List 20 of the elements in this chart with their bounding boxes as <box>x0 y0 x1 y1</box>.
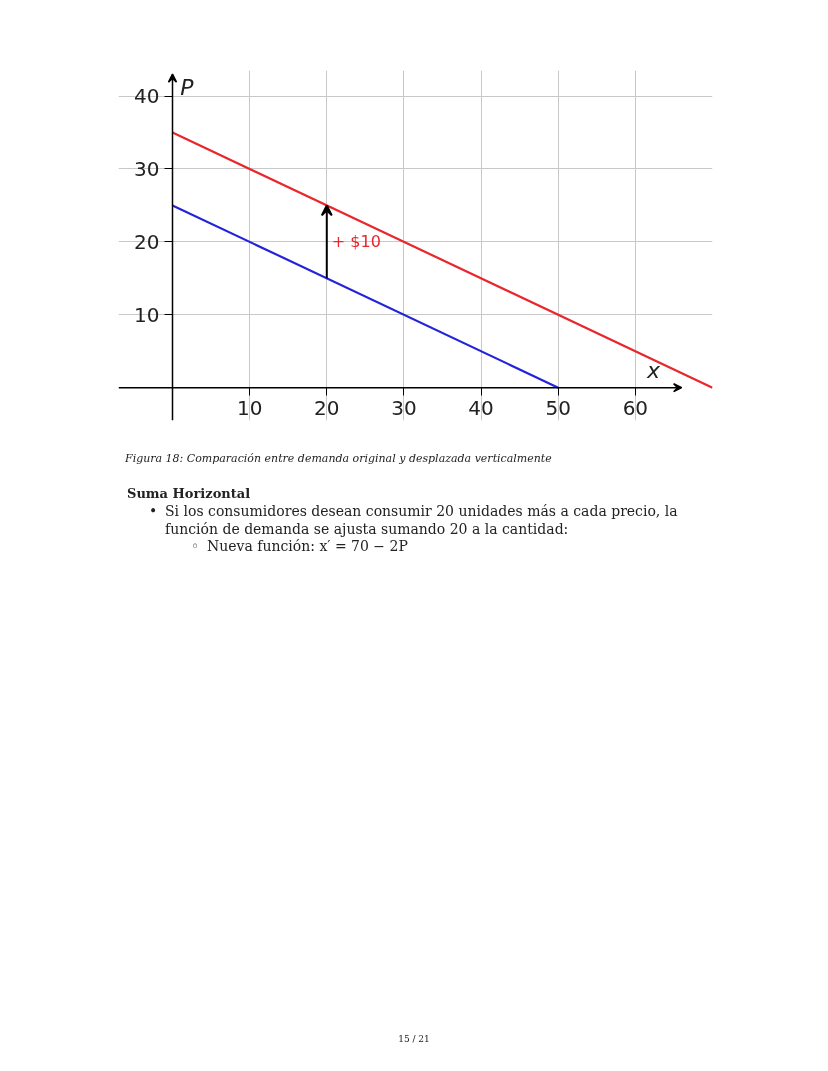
x-tick-label: 10 <box>236 395 263 420</box>
text: • <box>149 503 159 522</box>
x-tick-label: 50 <box>545 395 571 420</box>
y-tick-label: 30 <box>134 156 160 181</box>
y-tick-label: 10 <box>134 302 160 327</box>
text: 15 / 21 <box>397 1033 431 1046</box>
text: Si los consumidores desean consumir 20 unidades más a cada precio, la función de demanda se ajusta sumando 20 a la cantidad: <box>165 503 679 539</box>
text: Figura 18: Comparación entre demanda original y desplazada verticalmente <box>125 451 553 467</box>
y-tick-label: 20 <box>134 229 160 254</box>
text: Nueva función: x′ = 70 − 2P <box>207 538 408 556</box>
text: Suma Horizontal <box>127 484 252 503</box>
x-tick-label: 20 <box>314 395 340 420</box>
text: ◦ <box>191 538 201 556</box>
x-axis-title: x <box>645 358 661 384</box>
y-tick-label: 40 <box>134 84 160 109</box>
x-tick-label: 40 <box>468 395 494 420</box>
x-tick-label: 30 <box>391 395 417 420</box>
y-axis-title: P <box>180 74 195 100</box>
x-tick-label: 60 <box>622 395 649 420</box>
annotation: + $10 <box>331 232 381 252</box>
